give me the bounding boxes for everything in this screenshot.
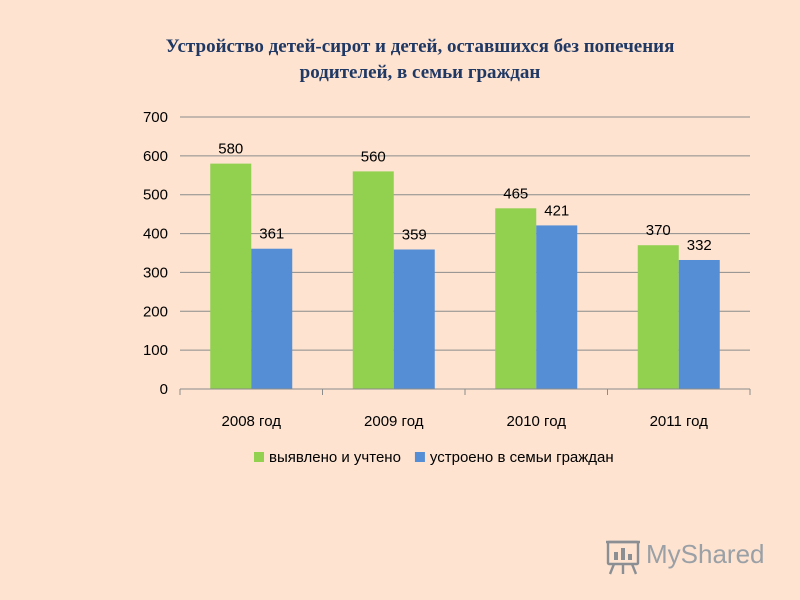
- data-label: 332: [687, 237, 712, 254]
- y-tick-label: 500: [143, 187, 168, 204]
- y-tick-label: 300: [143, 264, 168, 281]
- data-label: 361: [259, 226, 284, 243]
- category-label: 2010 год: [507, 413, 567, 430]
- y-tick-label: 0: [160, 381, 168, 398]
- myshared-logo: MyShared: [606, 539, 765, 575]
- legend-label: выявлено и учтено: [269, 449, 401, 466]
- data-label: 465: [503, 185, 528, 202]
- bar: [251, 248, 293, 389]
- watermark-text: MyShared: [646, 539, 765, 569]
- data-label: 580: [218, 141, 243, 158]
- y-tick-label: 700: [143, 109, 168, 126]
- y-axis-tick-labels: 0 100 200 300 400 500 600 700: [143, 109, 168, 398]
- category-label: 2009 год: [364, 413, 424, 430]
- bar: [536, 225, 578, 389]
- bar: [637, 245, 679, 389]
- presentation-board-icon: [606, 540, 640, 575]
- y-tick-label: 400: [143, 226, 168, 243]
- legend-swatch: [414, 452, 425, 462]
- bar: [495, 208, 537, 389]
- x-axis: [179, 388, 751, 395]
- data-labels: 580 361 560 359 465 421 370 332: [218, 141, 712, 254]
- bar: [678, 259, 720, 389]
- data-label: 560: [361, 148, 386, 165]
- bar: [352, 171, 394, 389]
- bar: [210, 163, 252, 389]
- category-label: 2011 год: [650, 413, 709, 430]
- category-label: 2008 год: [222, 413, 282, 430]
- data-label: 421: [544, 202, 569, 219]
- y-tick-label: 100: [143, 342, 168, 359]
- legend-swatch: [254, 452, 264, 462]
- y-tick-label: 200: [143, 303, 168, 320]
- legend-label: устроено в семьи граждан: [430, 449, 614, 466]
- category-labels: 2008 год 2009 год 2010 год 2011 год: [222, 413, 709, 430]
- chart-title: Устройство детей-сирот и детей, оставших…: [120, 34, 720, 86]
- chart-title-line-1: Устройство детей-сирот и детей, оставших…: [165, 36, 675, 57]
- bars: [210, 163, 720, 389]
- y-tick-label: 600: [143, 148, 168, 165]
- bar: [393, 249, 435, 389]
- chart-title-line-2: родителей, в семьи граждан: [299, 62, 541, 83]
- data-label: 359: [402, 227, 427, 244]
- data-label: 370: [646, 222, 671, 239]
- legend: выявлено и учтено устроено в семьи гражда…: [254, 449, 614, 466]
